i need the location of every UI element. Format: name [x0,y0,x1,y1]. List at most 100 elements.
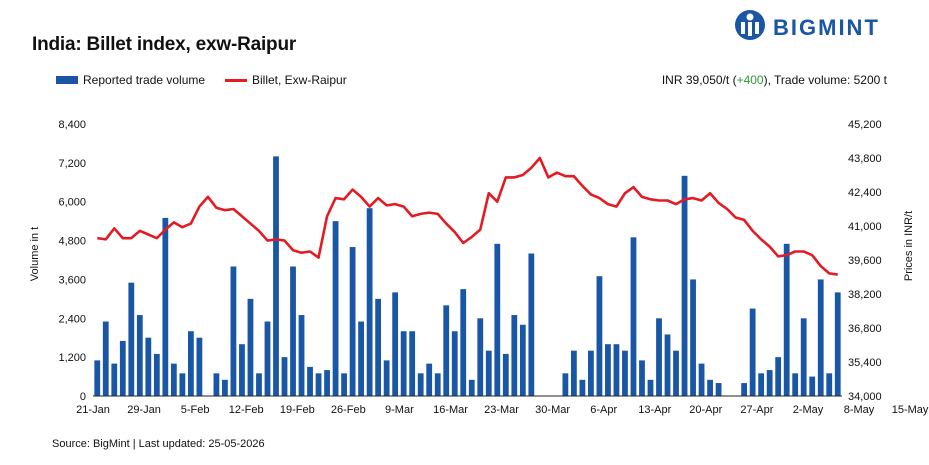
y2-tick-label: 34,000 [848,391,882,403]
volume-bar [434,373,441,396]
volume-bar [664,334,671,396]
y2-tick-label: 38,200 [848,289,882,301]
y-tick-label: 3,600 [58,274,86,286]
volume-bar [766,370,773,396]
summary-change-close: ), [763,73,775,87]
x-tick-label: 29-Jan [127,404,161,416]
volume-bar [528,253,535,396]
volume-bar [656,318,662,396]
chart-title: India: Billet index, exw-Raipur [32,34,297,55]
volume-bar [613,344,620,396]
volume-bar [783,243,790,396]
volume-bar [707,379,713,396]
y-tick-label: 6,000 [58,197,86,209]
volume-bar [170,363,177,396]
volume-bar [366,208,373,396]
y-tick-label: 8,400 [58,119,86,131]
y2-tick-label: 43,800 [848,153,882,165]
y2-tick-label: 39,600 [848,255,882,267]
y2-tick-label: 41,000 [848,221,882,233]
volume-bar [332,221,339,396]
volume-bar [102,321,109,396]
volume-bar [630,237,637,396]
volume-bar [94,360,101,396]
y2-tick-label: 35,400 [848,357,882,369]
volume-bar [809,376,816,396]
volume-bar [128,282,135,396]
x-tick-label: 20-Apr [689,404,722,416]
volume-bar [690,279,696,396]
volume-bar [477,318,484,396]
x-tick-label: 9-Mar [385,404,414,416]
volume-bar [400,331,407,396]
volume-bar [239,344,245,396]
x-tick-label: 5-Feb [181,404,210,416]
x-tick-label: 26-Feb [331,404,366,416]
volume-bar [324,370,330,396]
volume-bar [681,175,688,396]
x-tick-label: 30-Mar [535,404,570,416]
y-tick-label: 4,800 [58,236,86,248]
volume-bar [596,276,603,396]
volume-bar [213,373,220,396]
y2-tick-label: 45,200 [848,119,882,131]
volume-bar [341,373,347,396]
volume-bar [119,340,126,396]
volume-bar [579,379,586,396]
volume-bar [290,266,296,396]
x-tick-label: 23-Mar [484,404,519,416]
volume-bar [162,217,169,396]
volume-bar [451,331,458,396]
volume-bar [315,373,322,396]
source-note: Source: BigMint | Last updated: 25-05-20… [52,438,265,450]
volume-bar [392,292,399,396]
volume-bar [375,298,382,396]
x-tick-label: 8-May [844,404,875,416]
legend-label-volume: Reported trade volume [83,73,206,87]
bigmint-logo-icon [735,10,765,40]
volume-bar [298,315,305,396]
volume-bar [307,366,313,396]
x-tick-label: 2-May [793,404,824,416]
price-line [97,156,838,276]
x-tick-label: 21-Jan [76,404,110,416]
x-tick-label: 13-Apr [638,404,671,416]
volume-bar [256,373,262,396]
volume-bar [264,321,271,396]
x-tick-label: 12-Feb [229,404,264,416]
y2-tick-label: 42,400 [848,187,882,199]
volume-bar [196,337,203,396]
x-tick-label: 15-May [892,404,929,416]
volume-bar [111,363,118,396]
volume-bar [145,337,152,396]
volume-bar [222,379,228,396]
volume-bar [247,298,254,396]
legend-swatch-volume [56,76,78,84]
volume-bar [443,305,450,396]
volume-bar [273,156,279,396]
volume-bar [571,350,577,396]
y2-tick-label: 36,800 [848,323,882,335]
volume-bar [647,379,654,396]
brand-name: BIGMINT [773,15,880,40]
summary-price: INR 39,050/t [661,73,730,87]
x-tick-label: 16-Mar [433,404,468,416]
y-axis-right-ticks: 34,000 35,400 36,800 38,200 39,600 41,000 42,4… [848,119,882,403]
x-tick-label: 27-Apr [740,404,773,416]
volume-bar [826,373,833,396]
volume-bar [834,292,841,396]
volume-bar [179,373,186,396]
volume-bar [715,383,722,396]
legend-swatch-price [225,79,247,82]
brand-logo: BIGMINT [733,8,903,42]
y-tick-label: 2,400 [58,313,86,325]
y-axis-left-title: Volume in t [29,227,41,281]
volume-bar [281,357,288,396]
volume-bar [358,321,364,396]
summary-volume: Trade volume: 5200 t [774,73,887,87]
y-axis-left-ticks: 0 1,200 2,400 3,600 4,800 6,000 7,200 8,400 [58,119,86,403]
y-tick-label: 1,200 [58,352,86,364]
volume-bar [800,318,807,396]
volume-bar [494,243,501,396]
volume-bar [698,363,705,396]
